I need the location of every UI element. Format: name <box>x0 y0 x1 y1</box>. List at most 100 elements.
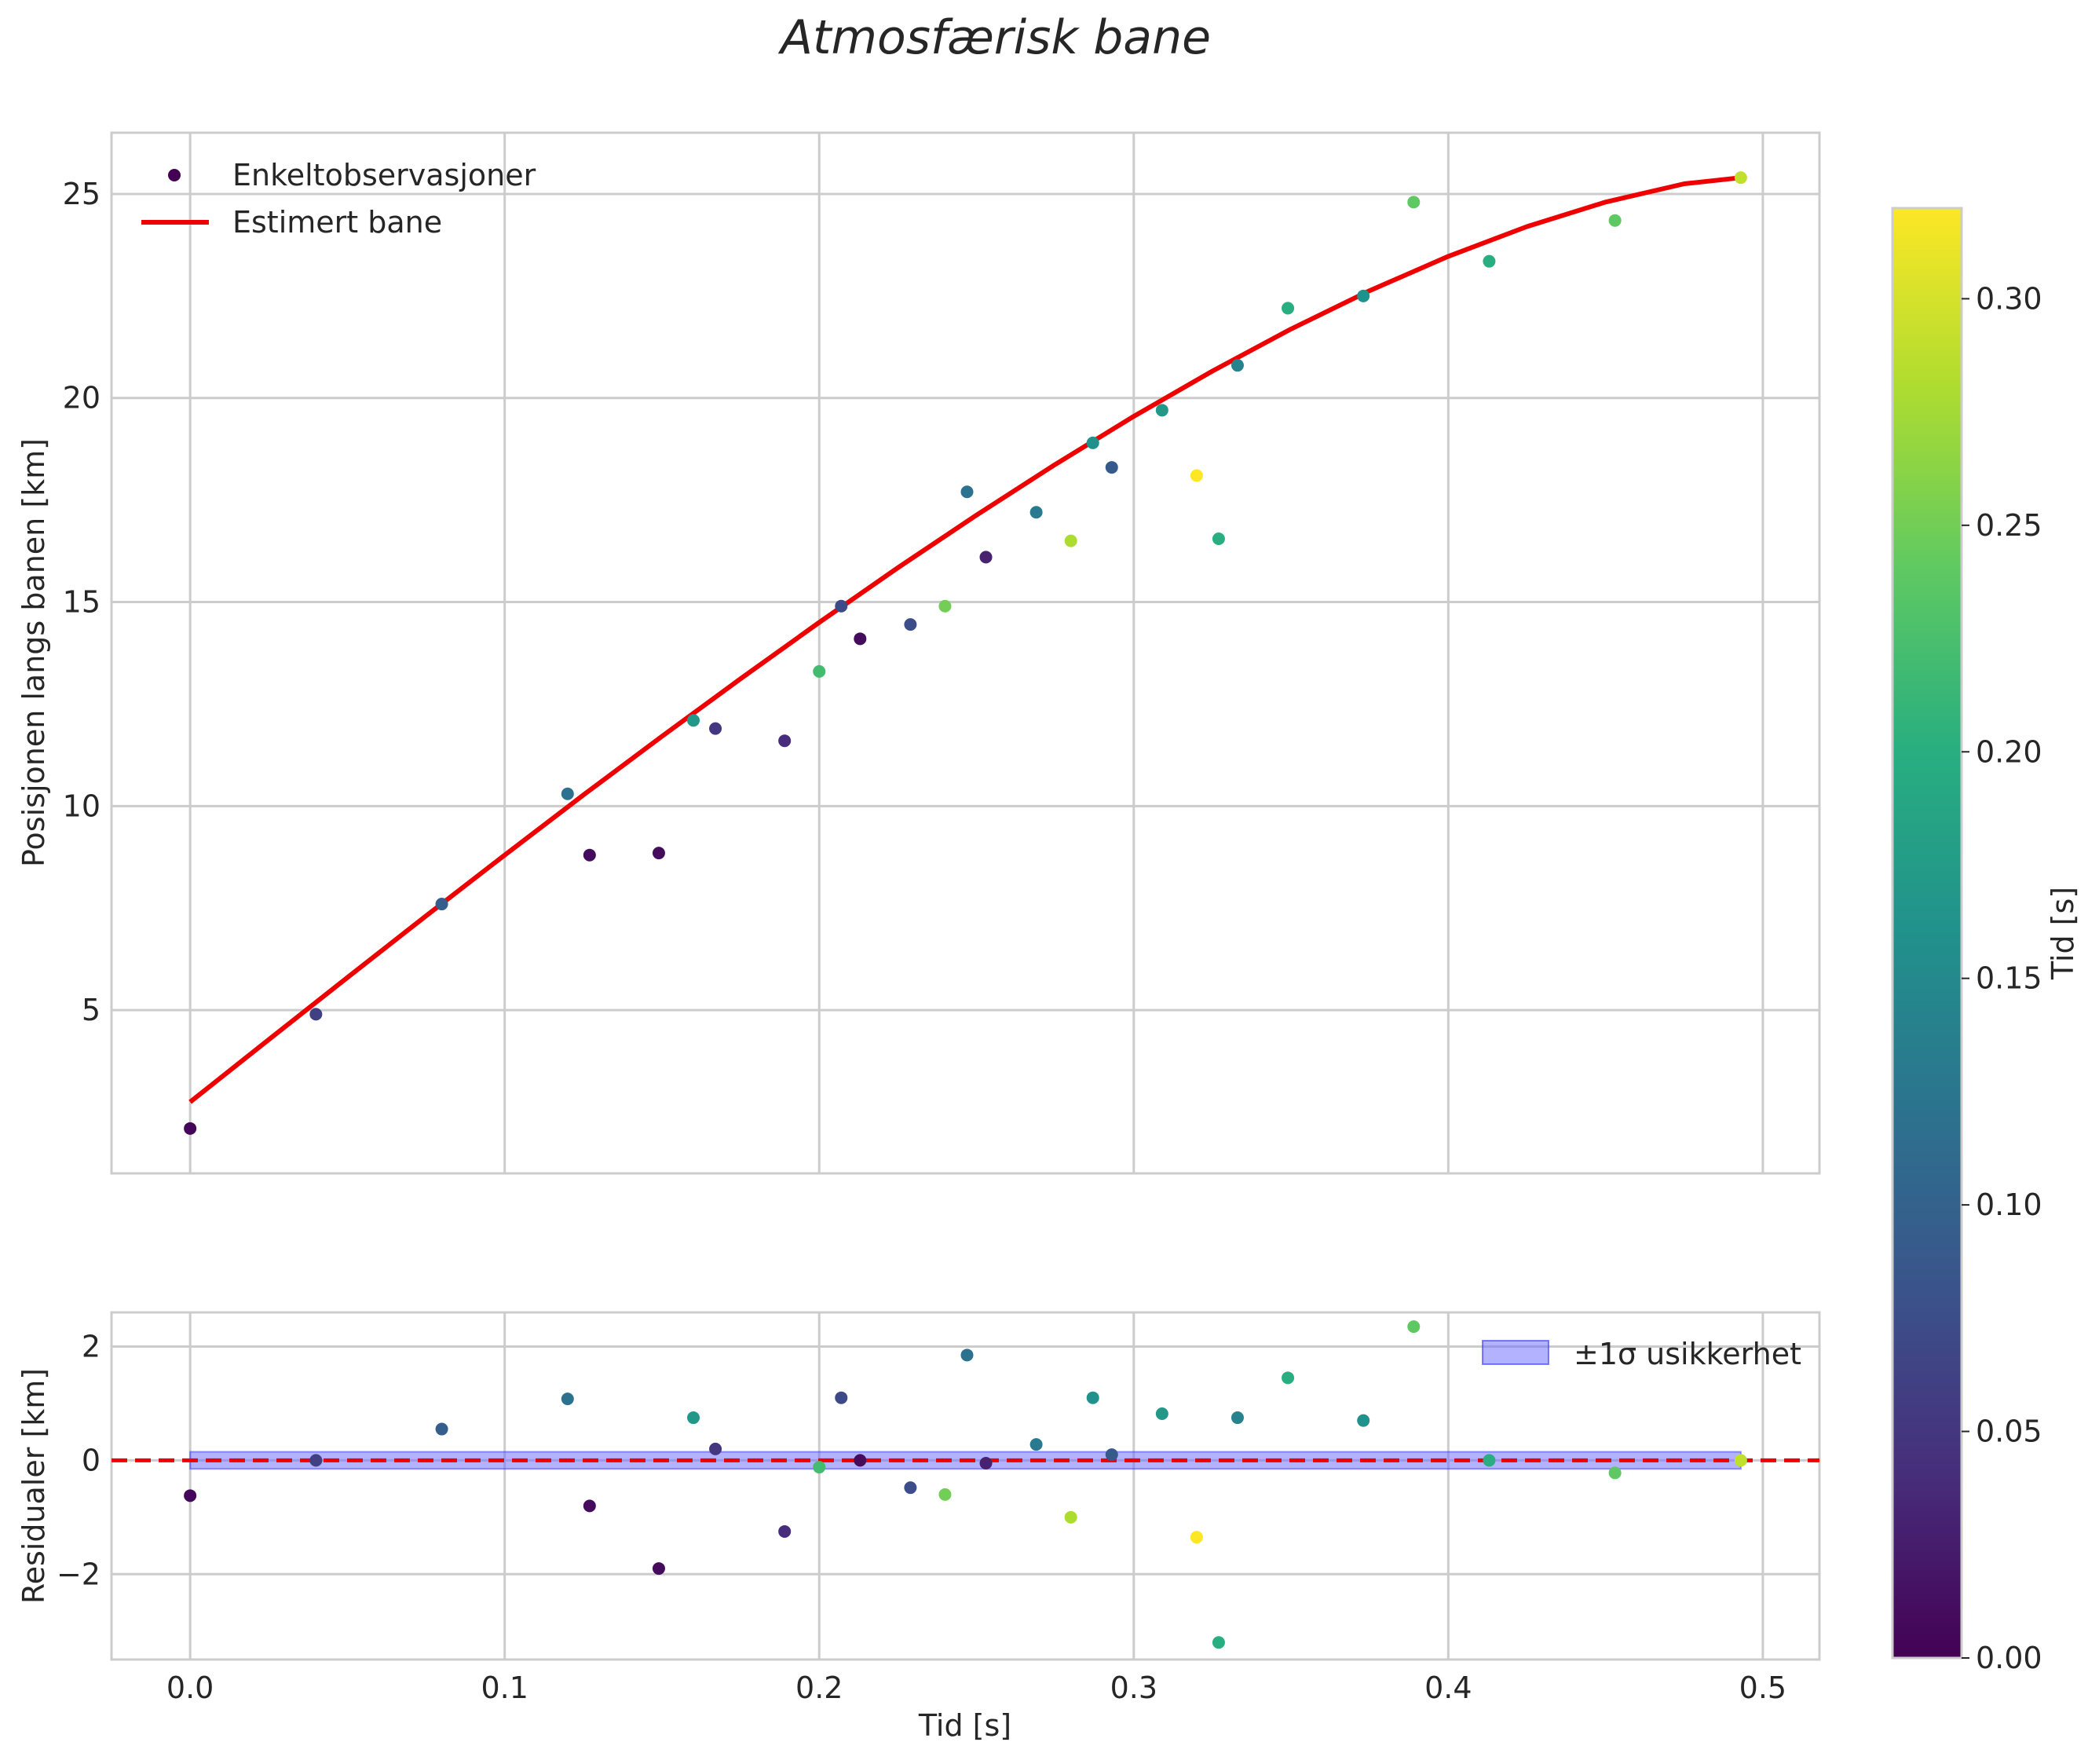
top-y-ticks: 5 10 15 20 25 <box>63 177 101 1027</box>
top-y-tick-label: 15 <box>63 585 101 620</box>
uncertainty-band-layer <box>112 1451 1819 1470</box>
residual-point <box>1029 1438 1043 1451</box>
observation-point <box>1105 461 1118 474</box>
observation-point <box>1357 289 1370 302</box>
observation-point <box>652 847 665 860</box>
observation-point <box>1155 404 1168 417</box>
colorbar-tick-label: 0.05 <box>1976 1414 2042 1449</box>
observation-point <box>583 848 596 862</box>
bottom-y-tick-label: 0 <box>82 1443 101 1477</box>
residual-point <box>583 1499 596 1513</box>
observation-point <box>1086 436 1099 449</box>
residual-point <box>1212 1636 1225 1649</box>
bottom-legend: ±1σ usikkerhet <box>1482 1337 1801 1371</box>
x-tick-label: 0.4 <box>1424 1671 1472 1705</box>
residual-point <box>1357 1414 1370 1427</box>
legend-line-label: Estimert bane <box>232 205 442 240</box>
legend-scatter-label: Enkeltobservasjoner <box>232 158 536 192</box>
residual-point <box>1064 1510 1077 1524</box>
x-axis-label: Tid [s] <box>918 1708 1011 1743</box>
observation-point <box>938 599 952 613</box>
bottom-panel-frame <box>110 1311 1821 1661</box>
top-y-tick-label: 10 <box>63 789 101 823</box>
chart-title: Atmosfærisk bane <box>777 10 1211 65</box>
bottom-y-tick-label: 2 <box>82 1329 101 1363</box>
residual-point <box>813 1461 826 1474</box>
top-y-tick-label: 25 <box>63 177 101 211</box>
residual-point <box>1190 1531 1203 1544</box>
fit-curve-line <box>188 175 1742 1104</box>
observation-point <box>1483 254 1496 268</box>
colorbar-tick-label: 0.30 <box>1976 281 2042 316</box>
observation-point <box>435 898 448 911</box>
observation-point <box>1029 506 1043 519</box>
observation-point <box>561 787 574 800</box>
colorbar-label: Tid [s] <box>2046 887 2080 980</box>
colorbar-tick-label: 0.10 <box>1976 1188 2042 1222</box>
observation-point <box>1064 534 1077 547</box>
residual-point <box>1155 1407 1168 1420</box>
top-y-tick-label: 20 <box>63 381 101 415</box>
observation-point <box>835 599 848 613</box>
colorbar-tick-label: 0.15 <box>1976 961 2042 996</box>
observation-point <box>1231 359 1244 372</box>
observation-point <box>904 618 917 631</box>
x-tick-label: 0.3 <box>1110 1671 1157 1705</box>
residual-point <box>561 1393 574 1406</box>
residual-point <box>709 1442 722 1455</box>
observation-point <box>854 632 867 646</box>
top-scatter-layer <box>184 171 1747 1135</box>
residual-point <box>904 1481 917 1495</box>
top-y-tick-label: 5 <box>82 993 101 1027</box>
observation-point <box>1608 214 1622 227</box>
residual-point <box>1483 1454 1496 1467</box>
colorbar-gradient <box>1891 207 1963 1660</box>
colorbar: 0.00 0.05 0.10 0.15 0.20 0.25 0.30 Tid [s] <box>1891 207 2080 1675</box>
observation-point <box>1190 469 1203 482</box>
residual-point <box>1231 1411 1244 1425</box>
residual-point <box>687 1411 700 1425</box>
residual-point <box>1282 1371 1295 1385</box>
top-panel: 5 10 15 20 25 Posisjonen langs banen [km] En… <box>16 131 1821 1175</box>
residual-point <box>938 1488 952 1501</box>
observation-point <box>778 734 792 748</box>
residual-point <box>1608 1466 1622 1480</box>
x-tick-label: 0.5 <box>1739 1671 1786 1705</box>
observation-point <box>184 1122 197 1135</box>
colorbar-tick-label: 0.00 <box>1976 1641 2042 1675</box>
observation-point <box>960 485 974 499</box>
top-y-axis-label: Posisjonen langs banen [km] <box>16 438 51 867</box>
x-tick-label: 0.2 <box>795 1671 843 1705</box>
residual-point <box>1407 1320 1421 1334</box>
bottom-panel: −202 0.0 0.1 0.2 0.3 0.4 0.5 Residualer [km] … <box>16 1311 1821 1743</box>
residual-point <box>652 1562 665 1576</box>
residual-point <box>184 1489 197 1502</box>
top-grid <box>112 133 1819 1173</box>
observation-point <box>1407 196 1421 209</box>
residual-point <box>309 1454 323 1467</box>
residual-point <box>854 1454 867 1467</box>
top-panel-frame <box>110 131 1821 1175</box>
colorbar-tick-label: 0.25 <box>1976 508 2042 543</box>
observation-point <box>813 664 826 678</box>
residual-point <box>778 1524 792 1538</box>
residual-point <box>1105 1448 1118 1462</box>
observation-point <box>1734 171 1747 185</box>
bottom-y-ticks: −2 0 2 <box>57 1329 101 1591</box>
colorbar-ticks: 0.00 0.05 0.10 0.15 0.20 0.25 0.30 <box>1962 281 2042 1675</box>
residual-point <box>979 1457 993 1470</box>
observation-point <box>309 1008 323 1021</box>
bottom-y-axis-label: Residualer [km] <box>16 1368 51 1604</box>
colorbar-tick-label: 0.20 <box>1976 734 2042 769</box>
observation-point <box>687 714 700 727</box>
x-ticks: 0.0 0.1 0.2 0.3 0.4 0.5 <box>166 1671 1786 1705</box>
fit-curve-layer <box>188 175 1742 1104</box>
residual-point <box>960 1349 974 1362</box>
bottom-y-tick-label: −2 <box>57 1557 101 1591</box>
legend-band-label: ±1σ usikkerhet <box>1574 1337 1801 1371</box>
observation-point <box>1282 302 1295 315</box>
residual-point <box>1734 1454 1747 1467</box>
x-tick-label: 0.1 <box>481 1671 528 1705</box>
x-tick-label: 0.0 <box>166 1671 214 1705</box>
